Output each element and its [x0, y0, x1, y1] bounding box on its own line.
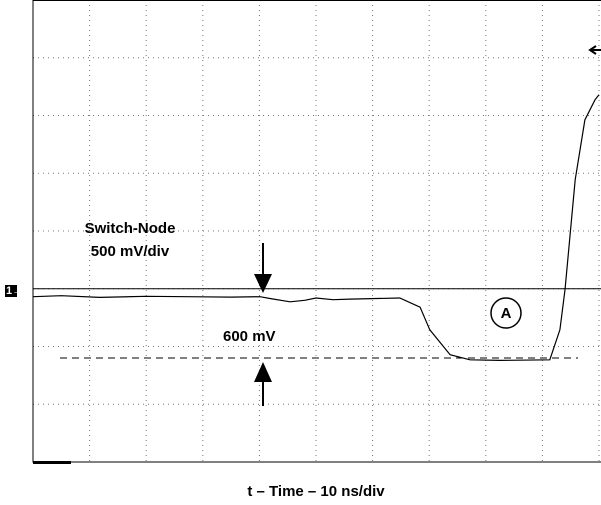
plot [32, 94, 601, 362]
screen-border [32, 0, 601, 463]
annotation: 600 mV [223, 328, 276, 345]
arrow-down-head [254, 274, 272, 293]
arrow-up-head [254, 362, 272, 382]
channel-box [5, 285, 17, 297]
x-axis-label: t – Time – 10 ns/div [247, 483, 385, 500]
annotation: 500 mV/div [91, 243, 170, 260]
trigger-marker [588, 45, 601, 55]
screen-corner [33, 461, 71, 464]
channel-marker: 1→ [6, 285, 23, 297]
callout-circle [490, 297, 522, 329]
waveform [32, 94, 600, 362]
annotation: Switch-Node [85, 220, 176, 237]
graticule [32, 0, 601, 463]
annotation: A [501, 305, 512, 322]
